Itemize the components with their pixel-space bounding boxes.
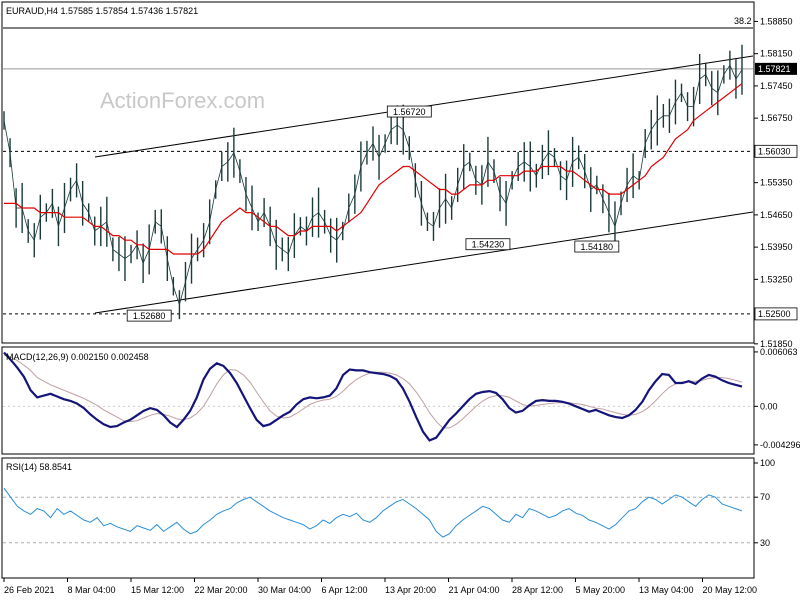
x-tick-label: 15 Mar 12:00 (131, 585, 184, 595)
macd-panel-frame (1, 346, 755, 455)
rsi-y-tick-label: 100 (760, 458, 775, 468)
level-axis-box (754, 144, 798, 158)
macd-title: MACD(12,26,9) 0.002150 0.002458 (6, 352, 149, 362)
fib-label: 38.2 (734, 16, 752, 26)
rsi-y-tick-label: 30 (760, 538, 770, 548)
price-y-tick-label: 1.51850 (760, 339, 793, 349)
macd-layer (3, 351, 753, 442)
price-y-tick-label: 1.58850 (760, 16, 793, 26)
x-tick-label: 13 Apr 20:00 (385, 585, 436, 595)
x-tick-label: 20 May 12:00 (703, 585, 758, 595)
annotation-box (126, 309, 172, 322)
price-y-tick-label: 1.53950 (760, 242, 793, 252)
x-tick-label: 28 Apr 12:00 (512, 585, 563, 595)
annotation-box (574, 240, 620, 253)
x-tick-label: 30 Mar 04:00 (258, 585, 311, 595)
moving-average-line (4, 83, 743, 255)
annotation-box (386, 105, 432, 118)
annotation-label: 1.54230 (472, 240, 505, 250)
x-tick-label: 13 May 04:00 (639, 585, 694, 595)
price-chart-title: EURAUD,H4 1.57585 1.57854 1.57436 1.5782… (6, 6, 198, 16)
rsi-line (3, 487, 743, 538)
rsi-y-tick-label: 70 (760, 492, 770, 502)
x-tick-label: 5 May 20:00 (576, 585, 626, 595)
level-axis-label: 1.52500 (758, 309, 791, 319)
level-axis-label: 1.56030 (758, 146, 791, 156)
price-layer: 1.56720 1.54230 1.54180 1.52680 (3, 27, 754, 322)
price-y-tick-label: 1.56750 (760, 113, 793, 123)
annotation-label: 1.52680 (133, 311, 166, 321)
axis-layer: 1.58850 1.58150 1.57450 1.56750 1.55350 1.546… (3, 16, 800, 595)
price-y-tick-label: 1.55350 (760, 178, 793, 188)
x-tick-label: 21 Apr 04:00 (449, 585, 500, 595)
price-y-tick-label: 1.53250 (760, 274, 793, 284)
price-y-tick-label: 1.58150 (760, 49, 793, 59)
current-price-label: 1.57821 (758, 64, 791, 74)
annotation-label: 1.56720 (393, 107, 426, 117)
x-tick-label: 22 Mar 20:00 (195, 585, 248, 595)
x-tick-label: 26 Feb 2021 (4, 585, 55, 595)
macd-y-tick-label: 0.006063 (760, 347, 798, 357)
macd-y-tick-label: 0.00 (760, 401, 778, 411)
macd-line (3, 351, 743, 442)
rsi-panel-frame (1, 457, 755, 579)
rsi-layer (3, 487, 753, 544)
price-panel-frame (1, 1, 755, 344)
current-price-box (755, 62, 797, 75)
annotation-box (465, 238, 511, 251)
watermark: ActionForex.com (100, 88, 265, 113)
annotation-label: 1.54180 (581, 242, 614, 252)
rsi-title: RSI(14) 58.8541 (6, 462, 72, 472)
price-y-tick-label: 1.54650 (760, 210, 793, 220)
price-close-line (3, 64, 743, 307)
x-tick-label: 6 Apr 12:00 (322, 585, 368, 595)
level-axis-box (754, 307, 798, 321)
x-tick-label: 8 Mar 04:00 (68, 585, 116, 595)
price-y-tick-label: 1.57450 (760, 81, 793, 91)
macd-y-tick-label: -0.004296 (760, 440, 800, 450)
channel-lower-line (94, 211, 754, 314)
